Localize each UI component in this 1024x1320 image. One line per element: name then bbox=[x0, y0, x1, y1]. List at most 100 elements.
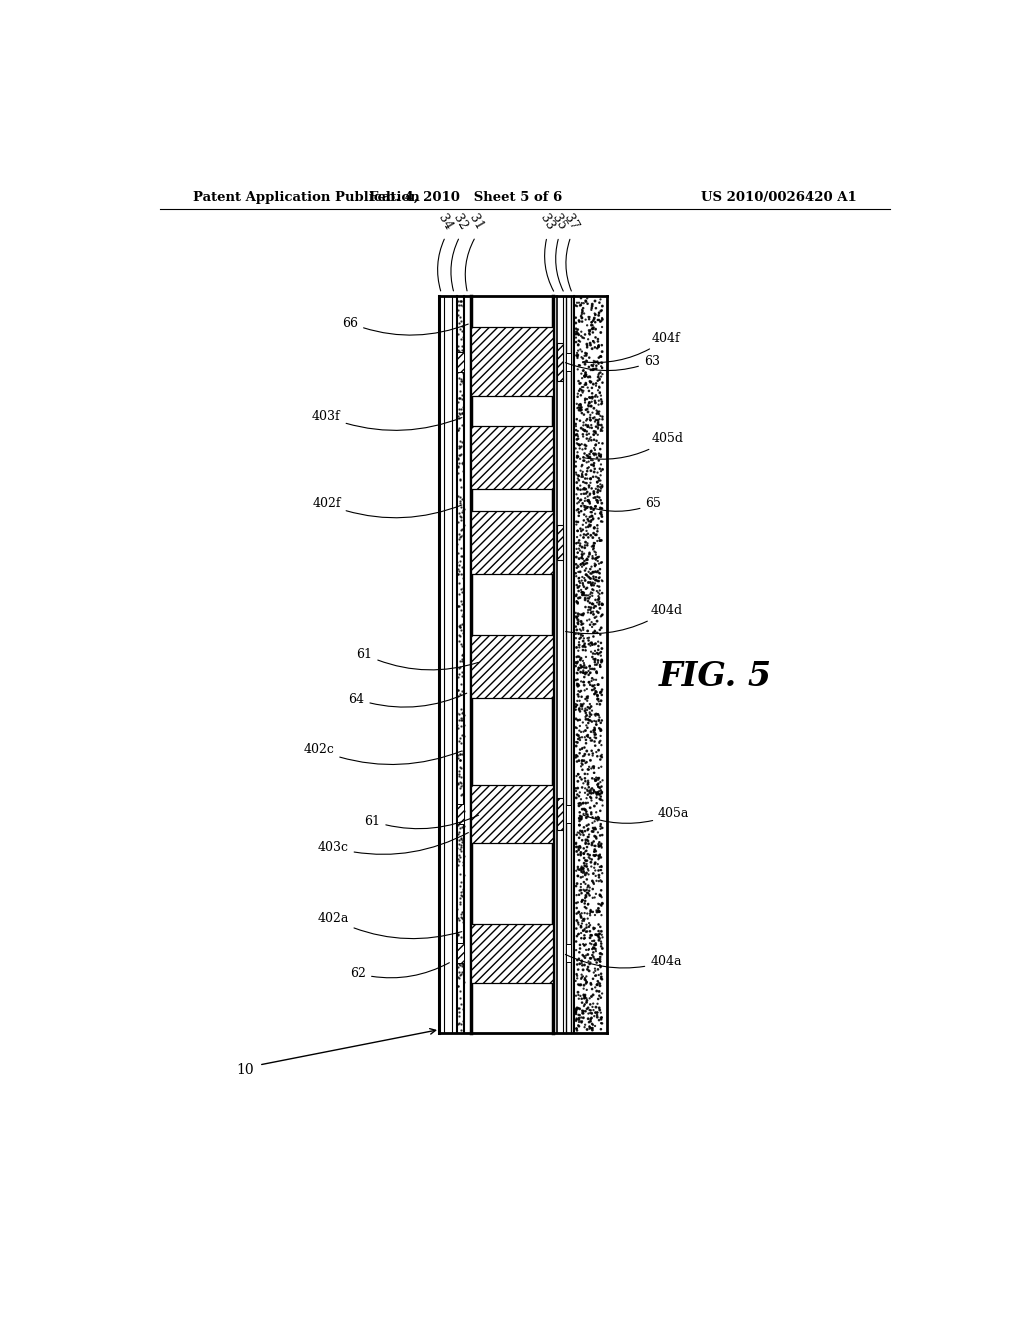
Point bbox=[584, 312, 600, 333]
Point bbox=[589, 693, 605, 714]
Point bbox=[591, 998, 607, 1019]
Point bbox=[451, 961, 467, 982]
Point bbox=[451, 294, 467, 315]
Point bbox=[589, 576, 605, 597]
Point bbox=[585, 387, 601, 408]
Point bbox=[588, 355, 604, 376]
Point bbox=[574, 553, 591, 574]
Point bbox=[583, 999, 599, 1020]
Point bbox=[451, 595, 467, 616]
Point bbox=[573, 1007, 590, 1028]
Point bbox=[580, 830, 596, 851]
Point bbox=[575, 974, 592, 995]
Point bbox=[588, 801, 604, 822]
Point bbox=[570, 334, 587, 355]
Point bbox=[572, 649, 589, 671]
Point bbox=[594, 475, 610, 496]
Point bbox=[589, 924, 605, 945]
Point bbox=[587, 719, 603, 741]
Point bbox=[593, 690, 609, 711]
Point bbox=[583, 783, 599, 804]
Point bbox=[584, 1007, 600, 1028]
Point bbox=[572, 395, 589, 416]
Point bbox=[573, 648, 590, 669]
Point bbox=[567, 696, 584, 717]
Point bbox=[583, 450, 599, 471]
Point bbox=[587, 351, 603, 372]
Point bbox=[574, 566, 591, 587]
Point bbox=[569, 556, 586, 577]
Point bbox=[579, 869, 595, 890]
Point bbox=[594, 1007, 610, 1028]
Point bbox=[574, 746, 591, 767]
Point bbox=[583, 900, 599, 921]
Point bbox=[573, 686, 590, 708]
Point bbox=[581, 664, 597, 685]
Point bbox=[581, 380, 597, 401]
Point bbox=[594, 924, 610, 945]
Point bbox=[587, 541, 603, 562]
Point bbox=[578, 524, 594, 545]
Point bbox=[592, 643, 608, 664]
Point bbox=[568, 500, 585, 521]
Point bbox=[573, 694, 590, 715]
Point bbox=[453, 360, 469, 381]
Point bbox=[577, 655, 593, 676]
Point bbox=[572, 611, 589, 632]
Point bbox=[568, 585, 585, 606]
Point bbox=[571, 941, 588, 962]
Point bbox=[573, 923, 590, 944]
Point bbox=[590, 900, 606, 921]
Point bbox=[452, 894, 468, 915]
Point bbox=[568, 751, 585, 772]
Point bbox=[577, 948, 593, 969]
Point bbox=[452, 445, 468, 466]
Point bbox=[590, 685, 606, 706]
Point bbox=[591, 378, 607, 399]
Point bbox=[452, 743, 468, 764]
Point bbox=[584, 594, 600, 615]
Text: 404d: 404d bbox=[565, 605, 682, 634]
Bar bbox=[457, 296, 465, 1032]
Point bbox=[584, 312, 600, 333]
Point bbox=[574, 438, 591, 459]
Point bbox=[584, 870, 600, 891]
Point bbox=[585, 783, 601, 804]
Point bbox=[581, 396, 597, 417]
Point bbox=[579, 314, 595, 335]
Point bbox=[571, 355, 588, 376]
Point bbox=[585, 593, 601, 614]
Point bbox=[453, 294, 469, 315]
Point bbox=[455, 644, 471, 665]
Point bbox=[568, 1003, 585, 1024]
Point bbox=[573, 807, 590, 828]
Point bbox=[577, 587, 593, 609]
Text: Feb. 4, 2010   Sheet 5 of 6: Feb. 4, 2010 Sheet 5 of 6 bbox=[369, 190, 562, 203]
Point bbox=[586, 762, 602, 783]
Point bbox=[578, 698, 594, 719]
Point bbox=[586, 462, 602, 483]
Point bbox=[587, 768, 603, 789]
Point bbox=[594, 983, 610, 1005]
Point bbox=[591, 902, 607, 923]
Point bbox=[450, 558, 466, 579]
Point bbox=[451, 595, 467, 616]
Point bbox=[571, 635, 588, 656]
Point bbox=[581, 880, 597, 902]
Point bbox=[573, 500, 590, 521]
Point bbox=[585, 466, 601, 487]
Point bbox=[575, 426, 592, 447]
Point bbox=[452, 430, 468, 451]
Point bbox=[577, 478, 593, 499]
Point bbox=[582, 780, 598, 801]
Point bbox=[586, 999, 602, 1020]
Point bbox=[594, 570, 610, 591]
Point bbox=[579, 690, 595, 711]
Point bbox=[453, 1019, 469, 1040]
Point bbox=[578, 792, 594, 813]
Point bbox=[577, 1014, 593, 1035]
Point bbox=[578, 498, 594, 519]
Point bbox=[451, 772, 467, 793]
Point bbox=[582, 847, 598, 869]
Point bbox=[574, 553, 591, 574]
